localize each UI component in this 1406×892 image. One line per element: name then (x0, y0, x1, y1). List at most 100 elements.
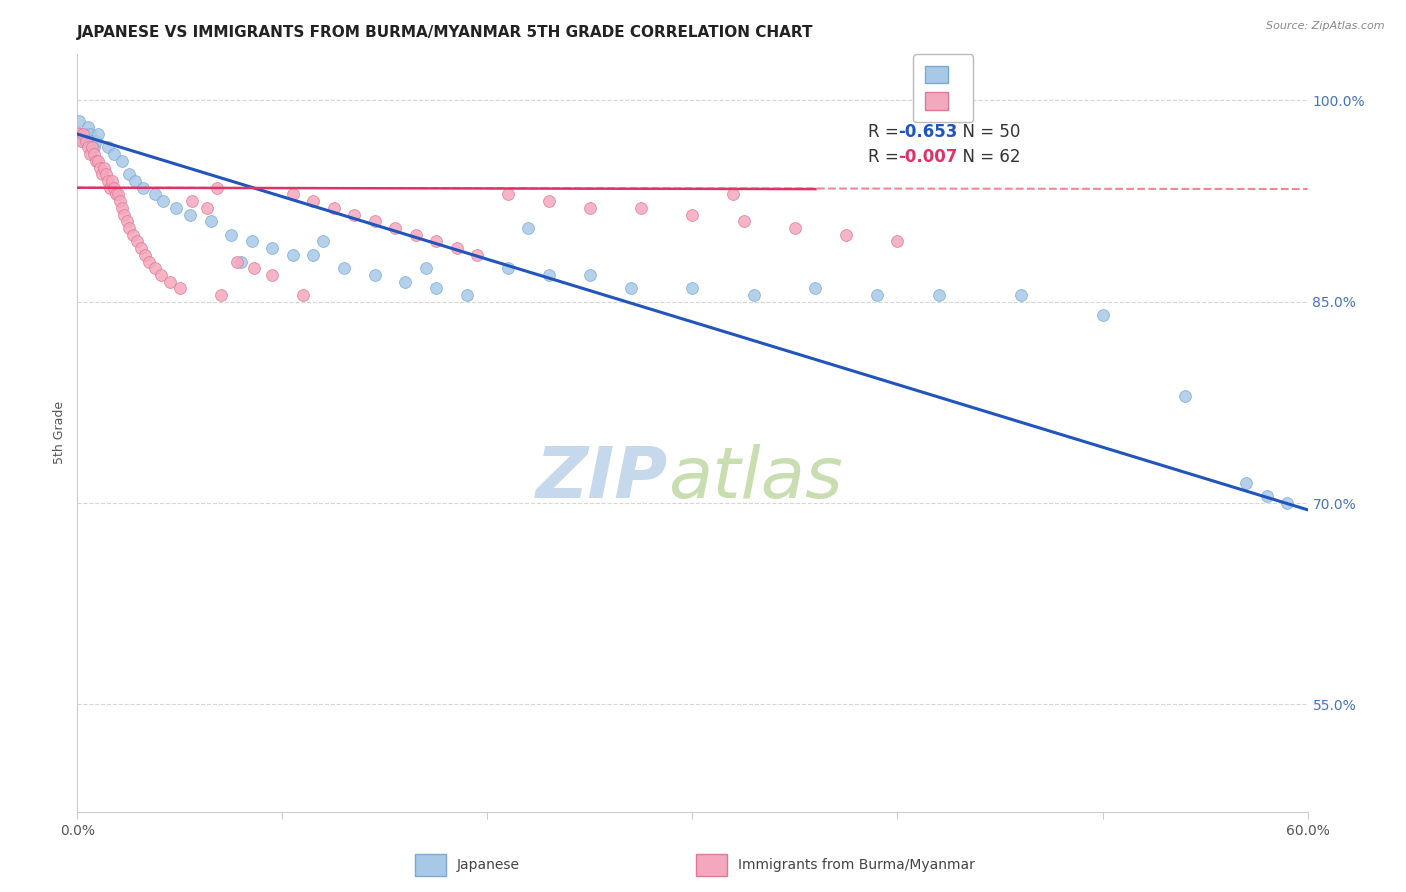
Point (219, 227, 242, 242)
Point (209, 288, 232, 302)
Point (205, 180, 228, 194)
Point (446, 241, 468, 255)
Point (415, 261, 437, 276)
Point (496, 261, 519, 276)
Point (537, 194, 560, 208)
Point (579, 201, 602, 215)
Point (117, 221, 139, 235)
Text: -0.007: -0.007 (898, 148, 957, 167)
Point (107, 187, 129, 202)
Point (70, 127, 93, 141)
Point (76, 120, 98, 135)
Text: Japanese: Japanese (457, 858, 520, 872)
Point (121, 227, 143, 242)
Point (143, 187, 166, 202)
Point (101, 174, 124, 188)
Point (322, 201, 344, 215)
Point (165, 201, 187, 215)
Point (67, 113, 90, 128)
Point (152, 194, 174, 208)
Point (90, 167, 114, 181)
Point (281, 248, 304, 262)
Point (630, 201, 652, 215)
Point (79, 147, 101, 161)
Point (537, 268, 560, 282)
Point (363, 268, 385, 282)
Point (384, 221, 406, 235)
Point (132, 180, 155, 194)
Point (783, 221, 806, 235)
Point (143, 261, 166, 276)
Point (517, 221, 540, 235)
Point (1275, 496, 1298, 510)
Point (87, 127, 110, 141)
Point (928, 288, 950, 302)
Point (179, 208, 201, 222)
Point (117, 167, 139, 181)
Point (579, 268, 602, 282)
Point (866, 288, 889, 302)
Point (76, 140, 98, 154)
Point (97, 140, 120, 154)
Point (97, 174, 120, 188)
Point (886, 235, 908, 249)
Point (169, 281, 191, 295)
Point (138, 254, 160, 268)
Point (465, 248, 488, 262)
Point (742, 288, 765, 302)
Point (83, 147, 105, 161)
Point (733, 214, 755, 228)
Point (682, 208, 704, 222)
Point (115, 214, 138, 228)
Point (302, 194, 325, 208)
Point (1174, 389, 1197, 403)
Point (83, 140, 105, 154)
Point (79, 127, 101, 141)
Point (93, 161, 115, 175)
Point (110, 194, 132, 208)
Point (262, 268, 284, 282)
Point (682, 281, 704, 295)
Point (111, 153, 134, 168)
Point (84, 134, 107, 148)
Point (425, 235, 447, 249)
Text: atlas: atlas (668, 443, 842, 513)
Text: N = 62: N = 62 (952, 148, 1021, 167)
Point (312, 235, 335, 249)
Point (302, 248, 325, 262)
Point (195, 201, 218, 215)
Point (1010, 288, 1032, 302)
Point (181, 194, 204, 208)
Point (242, 261, 264, 276)
Point (291, 288, 314, 302)
Point (723, 187, 745, 202)
Point (150, 268, 173, 282)
Point (72, 134, 94, 148)
Text: Immigrants from Burma/Myanmar: Immigrants from Burma/Myanmar (738, 858, 974, 872)
Text: R =: R = (868, 148, 904, 167)
Text: JAPANESE VS IMMIGRANTS FROM BURMA/MYANMAR 5TH GRADE CORRELATION CHART: JAPANESE VS IMMIGRANTS FROM BURMA/MYANMA… (77, 25, 814, 40)
Point (111, 201, 134, 215)
Point (87, 153, 110, 168)
Point (80, 134, 103, 148)
Y-axis label: 5th Grade: 5th Grade (53, 401, 66, 464)
Point (262, 241, 284, 255)
Point (134, 248, 156, 262)
Point (80, 140, 103, 154)
Legend: , : , (914, 54, 973, 122)
Point (231, 254, 253, 268)
Point (125, 235, 148, 249)
Point (72, 127, 94, 141)
Text: N = 50: N = 50 (952, 123, 1021, 141)
Point (281, 187, 304, 202)
Point (456, 288, 478, 302)
Text: ZIP: ZIP (536, 443, 668, 513)
Point (363, 214, 385, 228)
Text: -0.653: -0.653 (898, 123, 957, 141)
Point (103, 147, 125, 161)
Point (1234, 475, 1257, 490)
Point (94, 167, 117, 181)
Point (84, 153, 107, 168)
Point (200, 214, 222, 228)
Point (89, 161, 111, 175)
